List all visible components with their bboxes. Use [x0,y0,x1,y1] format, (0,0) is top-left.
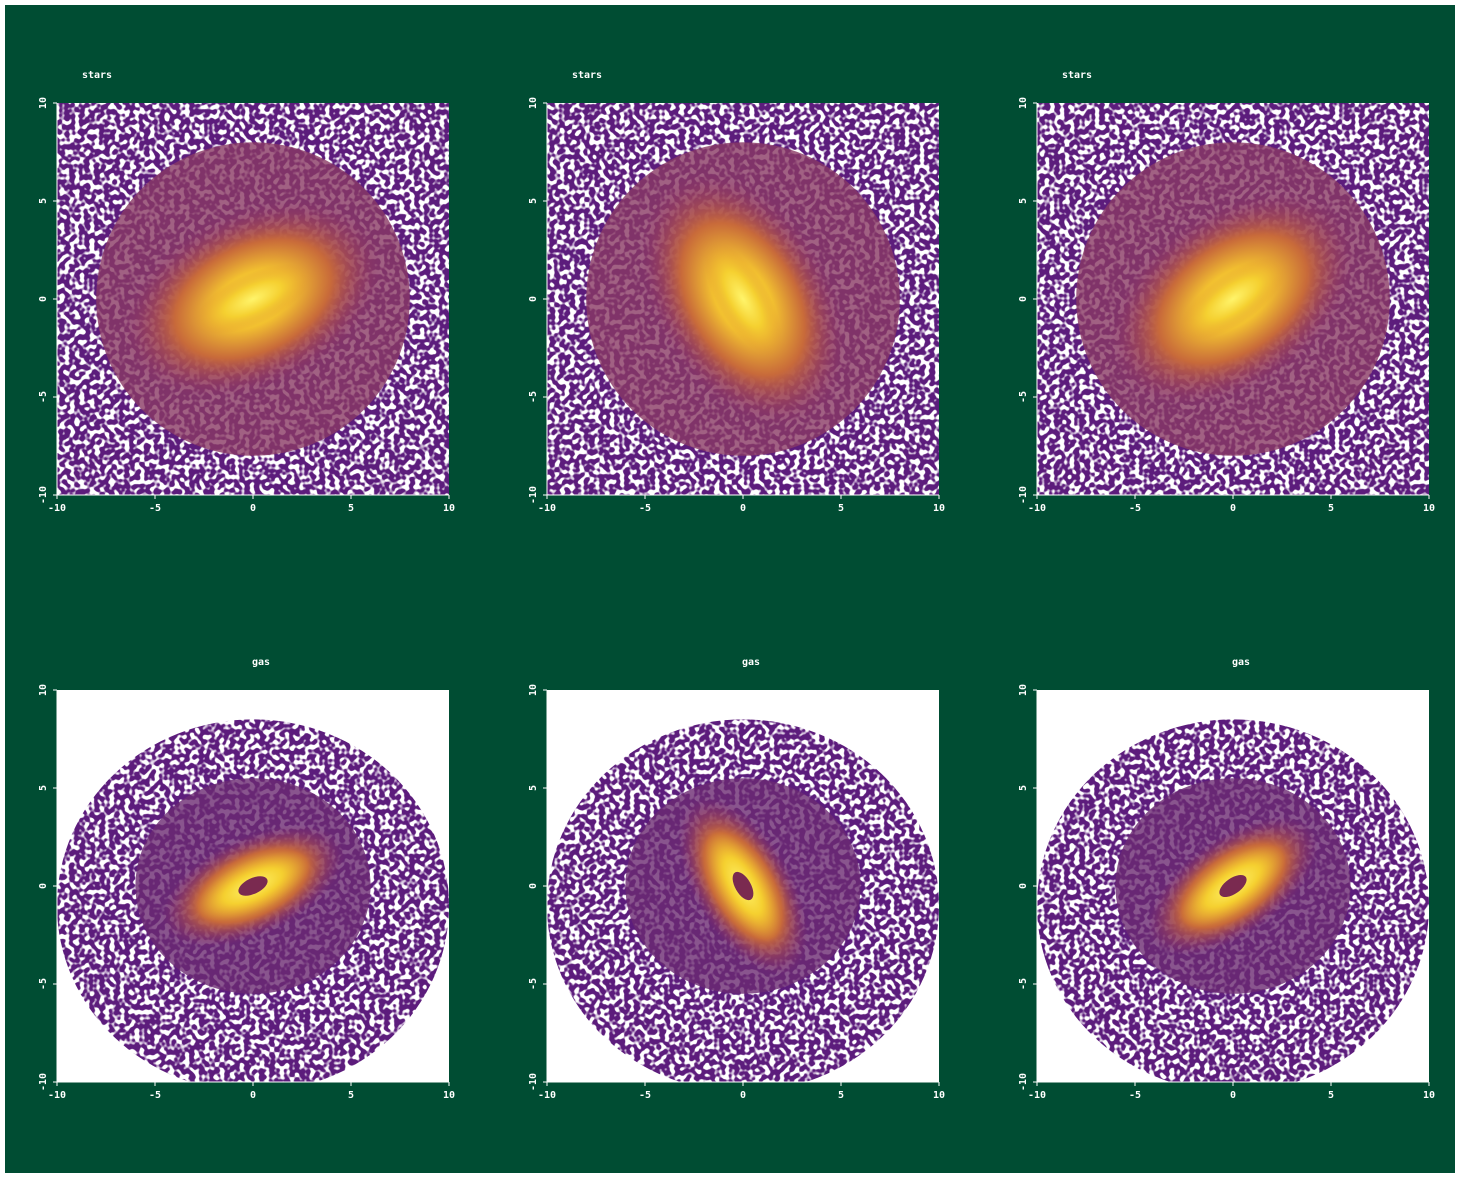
x-tick-label: -10 [48,1090,66,1101]
x-tick-label: 5 [348,503,354,514]
y-tick-label: 0 [38,296,49,302]
y-tick-label: -5 [528,978,539,990]
x-tick-label: 5 [838,503,844,514]
figure: stars -10 -5 0 5 10 -10 -5 0 5 10 stars -10 -5 0 5 10 -10… [0,0,1460,1178]
panel: stars -10 -5 0 5 10 -10 -5 0 5 10 [38,70,455,514]
y-tick-label: -5 [1018,978,1029,990]
y-tick-label: 0 [1018,296,1029,302]
x-tick-label: 0 [250,503,256,514]
density-map [57,690,449,1092]
x-tick-label: 10 [1423,1090,1435,1101]
density-map [547,690,939,1092]
x-tick-label: 0 [740,1090,746,1101]
x-tick-label: 0 [1230,503,1236,514]
x-tick-label: 0 [250,1090,256,1101]
x-tick-label: -10 [1028,1090,1046,1101]
y-tick-label: 0 [38,883,49,889]
panel: gas -10 -5 0 5 10 -10 -5 0 5 10 [528,657,945,1101]
panel: gas -10 -5 0 5 10 -10 -5 0 5 10 [38,657,455,1101]
y-tick-label: -5 [1018,391,1029,403]
x-tick-label: -10 [538,1090,556,1101]
x-tick-label: 10 [933,1090,945,1101]
y-tick-label: -5 [38,978,49,990]
y-tick-label: -10 [528,1073,539,1091]
y-tick-label: 5 [38,785,49,791]
x-tick-label: -5 [149,1090,161,1101]
y-tick-label: 10 [528,97,539,109]
x-tick-label: -10 [48,503,66,514]
density-map [1037,690,1429,1092]
panel: stars -10 -5 0 5 10 -10 -5 0 5 10 [1018,70,1435,514]
y-tick-label: -10 [38,1073,49,1091]
x-tick-label: 0 [1230,1090,1236,1101]
x-tick-label: 10 [933,503,945,514]
y-tick-label: 5 [528,198,539,204]
y-tick-label: 5 [1018,785,1029,791]
x-tick-label: 10 [443,1090,455,1101]
y-tick-label: 10 [528,684,539,696]
y-tick-label: -5 [528,391,539,403]
y-tick-label: 10 [1018,684,1029,696]
x-tick-label: -10 [538,503,556,514]
x-tick-label: -5 [1129,1090,1141,1101]
y-tick-label: 0 [528,883,539,889]
y-tick-label: 10 [38,684,49,696]
x-tick-label: 5 [1328,1090,1334,1101]
y-tick-label: -10 [38,486,49,504]
x-tick-label: -5 [639,503,651,514]
y-tick-label: -10 [1018,486,1029,504]
y-tick-label: 10 [1018,97,1029,109]
x-tick-label: 0 [740,503,746,514]
y-tick-label: 0 [1018,883,1029,889]
y-tick-label: 0 [528,296,539,302]
density-map [547,103,939,495]
panel-title: stars [1062,70,1092,81]
x-tick-label: 10 [1423,503,1435,514]
y-tick-label: 5 [38,198,49,204]
x-tick-label: -5 [639,1090,651,1101]
y-tick-label: -10 [1018,1073,1029,1091]
y-tick-label: 10 [38,97,49,109]
y-tick-label: 5 [1018,198,1029,204]
x-tick-label: 10 [443,503,455,514]
x-tick-label: -5 [149,503,161,514]
y-tick-label: -5 [38,391,49,403]
panel: gas -10 -5 0 5 10 -10 -5 0 5 10 [1018,657,1435,1101]
panel: stars -10 -5 0 5 10 -10 -5 0 5 10 [528,70,945,514]
x-tick-label: 5 [838,1090,844,1101]
x-tick-label: -5 [1129,503,1141,514]
x-tick-label: 5 [1328,503,1334,514]
y-tick-label: -10 [528,486,539,504]
x-tick-label: -10 [1028,503,1046,514]
panel-title: stars [572,70,602,81]
panel-title: gas [742,657,760,668]
density-map [57,103,449,495]
x-tick-label: 5 [348,1090,354,1101]
y-tick-label: 5 [528,785,539,791]
panel-title: gas [252,657,270,668]
panel-title: gas [1232,657,1250,668]
density-map [1037,103,1429,495]
panel-title: stars [82,70,112,81]
